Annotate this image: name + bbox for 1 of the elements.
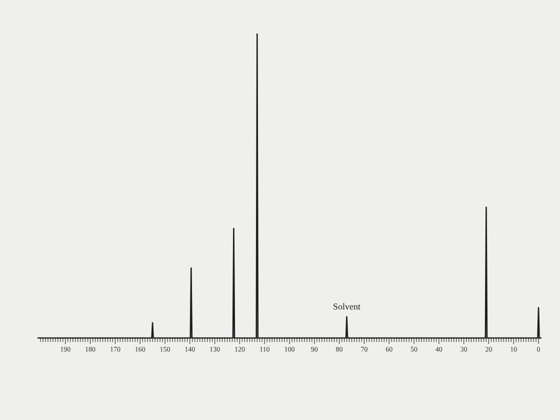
annotation: Solvent xyxy=(333,302,362,312)
